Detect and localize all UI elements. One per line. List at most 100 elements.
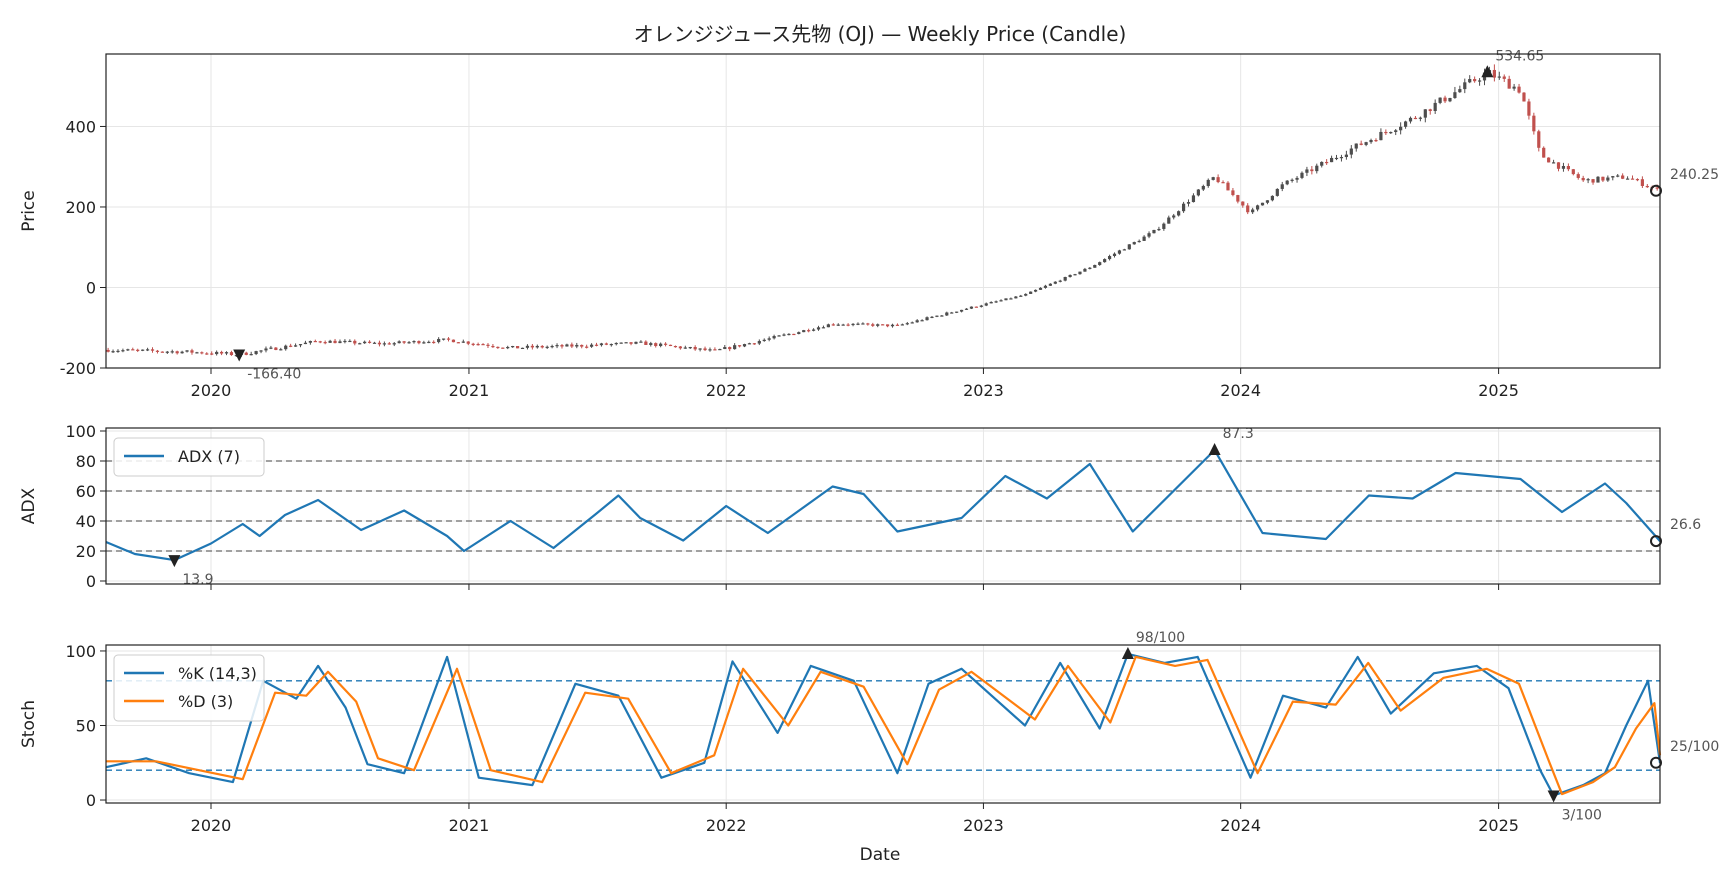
candle-body xyxy=(1241,201,1245,206)
candle-body xyxy=(353,340,357,344)
candle-body xyxy=(1117,250,1122,254)
candle-body xyxy=(372,342,377,344)
candle-body xyxy=(1122,249,1126,251)
y-tick-label: 60 xyxy=(76,482,96,501)
candle-body xyxy=(1428,109,1432,112)
chart-title: オレンジジュース先物 (OJ) — Weekly Price (Candle) xyxy=(634,22,1127,46)
candle-body xyxy=(155,350,160,352)
candle-body xyxy=(1270,195,1274,201)
candle-body xyxy=(639,341,643,343)
candle-body xyxy=(377,342,382,345)
candle-body xyxy=(876,324,880,326)
candle-body xyxy=(145,349,150,351)
candle-body xyxy=(506,346,510,349)
y-tick-label: 40 xyxy=(76,512,96,531)
stoch-panel: 0 50 100 2020 2021 2022 2023 2024 2025 Stoch %K (1… xyxy=(19,630,1719,835)
candle-body xyxy=(683,347,687,349)
candle-body xyxy=(1606,177,1610,181)
candle-body xyxy=(1443,97,1447,102)
candle-body xyxy=(303,342,308,345)
last-value-marker xyxy=(1650,184,1662,197)
candle-body xyxy=(1038,287,1043,290)
candle-body xyxy=(215,351,219,355)
candle-body xyxy=(535,345,539,348)
y-tick-label: 0 xyxy=(86,278,96,297)
y-tick-label: -200 xyxy=(60,359,96,378)
y-tick-label: 100 xyxy=(65,422,96,441)
candle-body xyxy=(313,340,317,343)
candle-body xyxy=(1157,228,1161,231)
candle-body xyxy=(397,341,401,344)
candle-body xyxy=(1522,92,1526,102)
candle-body xyxy=(348,340,352,343)
candle-body xyxy=(1527,101,1531,116)
candle-body xyxy=(476,344,480,346)
candle-body xyxy=(437,338,441,343)
candle-body xyxy=(560,345,564,347)
candle-body xyxy=(195,352,199,354)
candle-body xyxy=(811,329,816,331)
candle-body xyxy=(1216,177,1220,183)
candle-body xyxy=(422,342,426,344)
candle-body xyxy=(1339,157,1344,159)
candle-body xyxy=(1152,229,1156,234)
candle-body xyxy=(1172,215,1176,218)
min-marker xyxy=(1547,790,1560,803)
x-axis-label: Date xyxy=(860,845,901,865)
min-marker xyxy=(168,555,181,568)
candle-body xyxy=(515,346,520,349)
candle-body xyxy=(1389,132,1393,134)
candle-body xyxy=(1537,131,1541,148)
legend-label: %D (3) xyxy=(178,692,233,711)
candle-body xyxy=(900,324,904,326)
candle-body xyxy=(1512,86,1516,89)
candle-body xyxy=(1596,176,1600,183)
candle-body xyxy=(1630,178,1635,180)
candle-body xyxy=(565,344,569,347)
candle-body xyxy=(742,344,747,347)
candle-body xyxy=(1458,89,1462,93)
candle-body xyxy=(1043,285,1048,288)
candle-body xyxy=(387,343,391,345)
candle-body xyxy=(925,317,929,321)
candle-body xyxy=(831,324,835,326)
candle-body xyxy=(269,347,273,349)
candle-body xyxy=(293,345,298,347)
candle-body xyxy=(1384,131,1388,134)
candle-body xyxy=(1068,274,1072,278)
candle-body xyxy=(767,338,771,340)
candle-body xyxy=(1463,82,1467,90)
candle-body xyxy=(1112,253,1117,257)
candle-body xyxy=(885,324,890,327)
candle-body xyxy=(1221,182,1225,184)
candle-body xyxy=(1186,202,1191,204)
candle-body xyxy=(624,342,628,344)
candle-body xyxy=(757,341,761,344)
candle-body xyxy=(984,303,988,306)
candle-body xyxy=(1295,177,1299,180)
candle-body xyxy=(141,349,145,351)
candle-body xyxy=(979,305,983,307)
candle-body xyxy=(821,327,826,329)
candle-body xyxy=(417,341,421,344)
candle-body xyxy=(723,347,727,350)
candle-body xyxy=(1477,80,1482,82)
candle-body xyxy=(1231,190,1235,196)
candle-body xyxy=(1379,131,1383,141)
candle-body xyxy=(580,344,584,347)
candle-body xyxy=(1354,143,1358,149)
candle-body xyxy=(407,342,411,344)
candle-body xyxy=(1497,76,1501,78)
candle-body xyxy=(1196,189,1200,196)
candle-body xyxy=(432,341,436,344)
candle-body xyxy=(678,346,682,349)
candle-body xyxy=(752,343,756,345)
candle-body xyxy=(1083,268,1087,272)
axes-frame xyxy=(105,644,1661,804)
candle-body xyxy=(363,341,367,344)
candle-body xyxy=(1053,281,1057,284)
candle-body xyxy=(525,345,530,348)
candle-body xyxy=(693,347,697,350)
candle-body xyxy=(609,343,613,346)
candle-body xyxy=(486,344,490,346)
